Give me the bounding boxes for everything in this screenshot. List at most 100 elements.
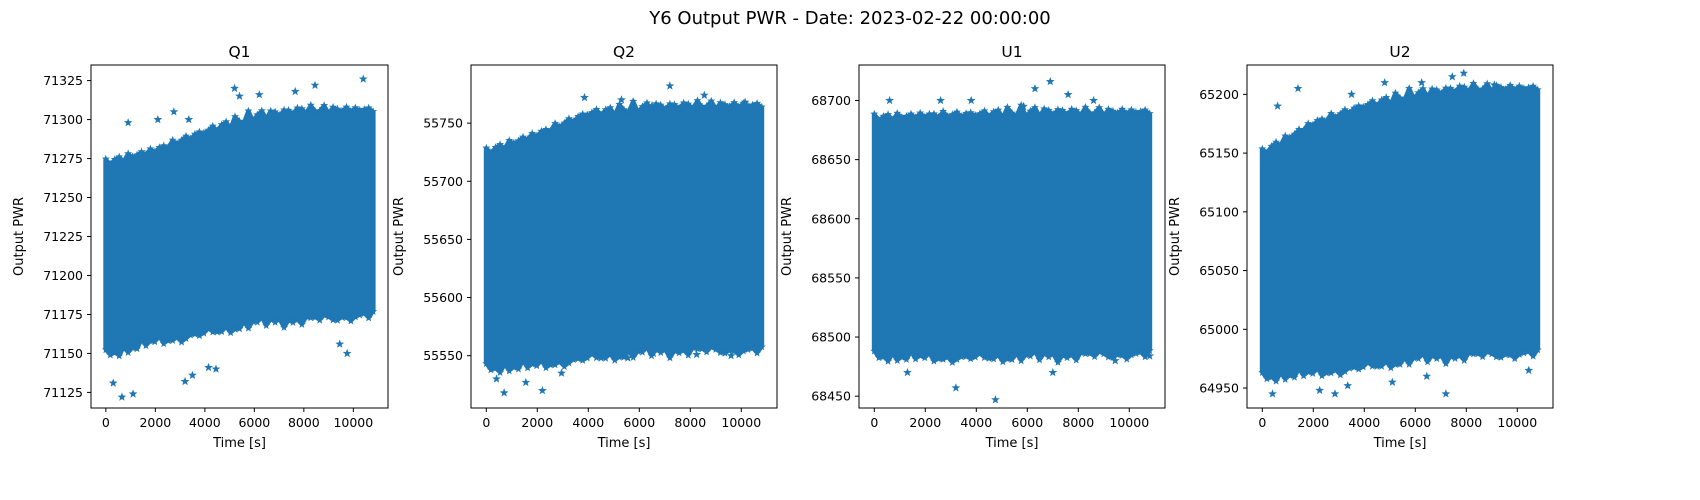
data-point [739,346,748,355]
data-point [101,345,110,354]
data-point [934,354,943,363]
data-point [1045,77,1055,86]
data-point [293,103,302,112]
data-point [888,349,897,357]
data-point [551,119,560,127]
data-point [195,331,204,340]
data-point [555,357,564,366]
data-point [1533,85,1542,94]
data-point [1136,107,1145,115]
data-point [1021,350,1030,359]
data-point [994,351,1003,359]
data-point [711,345,720,353]
data-point [670,346,679,355]
data-point [991,395,1000,404]
data-point [884,110,893,118]
data-point [482,143,491,152]
data-point [610,356,619,364]
scatter-points [101,74,378,401]
data-point [1081,103,1090,111]
data-point [204,362,213,372]
data-point [1340,367,1349,375]
data-point [1419,84,1427,93]
scatter-points [870,77,1155,404]
data-point [204,324,213,333]
data-point [1273,101,1282,110]
data-point [1446,352,1455,360]
data-point [124,149,133,157]
data-point [244,106,253,115]
data-point [284,316,293,324]
x-tick-label: 8000 [1062,415,1094,430]
data-point [874,353,883,362]
data-point [1428,351,1437,360]
data-point [500,360,509,368]
data-point [1441,359,1450,368]
data-point [748,344,757,352]
data-point [1405,360,1414,368]
x-tick-label: 0 [102,415,110,430]
data-point [320,101,329,109]
y-tick-label: 71275 [43,151,83,166]
data-point [1017,356,1026,365]
data-point [884,357,893,365]
data-point [1131,349,1140,357]
data-point [1533,345,1542,354]
data-point [235,116,244,125]
y-tick-label: 55600 [423,290,463,305]
data-point [980,106,989,115]
subplot-q1: 0 2000 4000 6000 8000 10000 71125 71150 71175 712… [12,43,389,451]
data-point [1063,110,1072,118]
data-point [1072,355,1081,364]
x-tick-label: 4000 [189,415,221,430]
data-point [966,354,975,363]
data-point [1040,104,1049,113]
data-point [1021,112,1030,120]
data-point [115,152,124,161]
y-tick-label: 55700 [423,174,463,189]
data-point [1432,354,1441,363]
data-point [1501,350,1510,359]
data-point [266,315,275,323]
data-point [1492,352,1501,361]
data-point [1490,80,1499,89]
data-point [505,366,514,375]
x-axis-label: Time [s] [597,436,651,451]
data-point [916,108,925,117]
data-point [235,91,244,100]
data-point [1506,350,1515,359]
x-tick-label: 2000 [521,415,553,430]
data-point [499,388,509,397]
data-point [1262,148,1271,156]
data-point [528,360,537,368]
data-point [1330,389,1340,398]
data-point [1131,108,1140,116]
data-point [1293,83,1303,93]
data-point [222,322,231,331]
data-point [943,112,952,120]
y-tick-label: 68650 [811,152,851,167]
data-point [289,109,297,117]
data-point [360,309,369,317]
data-point [310,80,320,89]
data-point [482,359,491,368]
x-tick-label: 10000 [721,415,761,430]
data-point [208,327,217,336]
data-point [1076,110,1085,119]
data-point [1099,111,1108,119]
data-point [240,318,248,326]
data-point [1497,353,1505,361]
data-point [879,352,888,361]
data-point [1067,105,1076,113]
data-point [1086,109,1094,117]
data-point [360,105,369,113]
data-point [306,100,315,109]
data-point [1483,347,1492,356]
data-point [509,138,518,147]
data-point [1258,144,1267,153]
subplots: 0 2000 4000 6000 8000 10000 71125 71150 71175 712… [12,43,1554,451]
data-point [1285,133,1294,141]
data-point [133,344,141,353]
data-point [1464,86,1473,95]
data-point [1003,103,1012,111]
